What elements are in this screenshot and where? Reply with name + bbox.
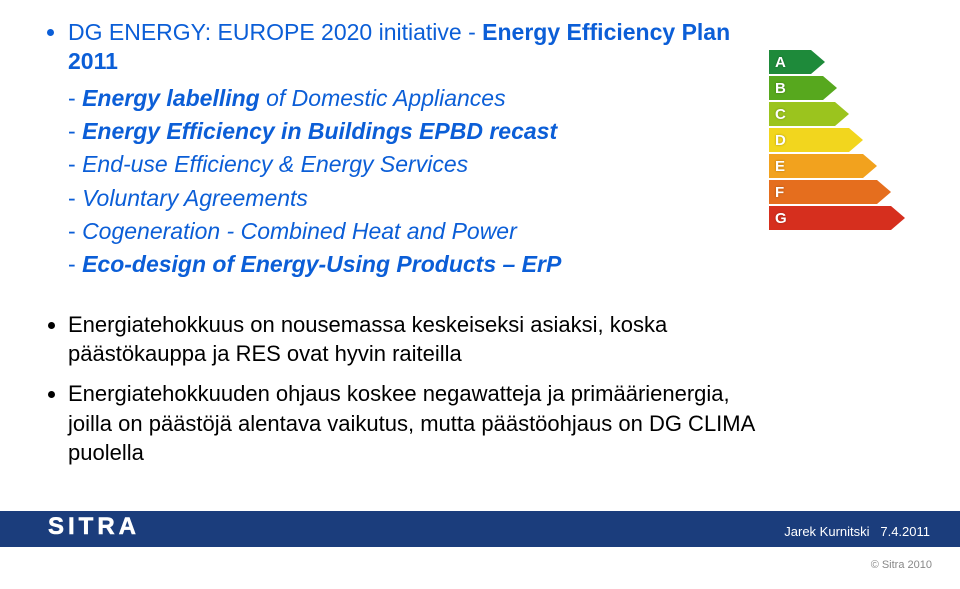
logo-svg: SITRA SITRA bbox=[48, 512, 198, 540]
energy-arrow-letter: A bbox=[775, 54, 786, 71]
main-bullet: DG ENERGY: EUROPE 2020 initiative - Ener… bbox=[68, 18, 770, 282]
energy-arrow: D bbox=[769, 128, 863, 152]
energy-arrow-row: B bbox=[769, 76, 905, 100]
sub-bullet: Voluntary Agreements bbox=[68, 182, 770, 215]
copyright-text: © Sitra 2010 bbox=[871, 559, 932, 571]
energy-arrow: G bbox=[769, 206, 905, 230]
energy-arrow-body bbox=[769, 206, 891, 230]
energy-arrow-letter: C bbox=[775, 106, 786, 123]
content-area: DG ENERGY: EUROPE 2020 initiative - Ener… bbox=[50, 18, 770, 478]
energy-arrow: E bbox=[769, 154, 877, 178]
footer-date: 7.4.2011 bbox=[880, 524, 930, 539]
sub-bullet: Energy labelling of Domestic Appliances bbox=[68, 82, 770, 115]
energy-arrow-row: F bbox=[769, 180, 905, 204]
sub-bullet: Energy Efficiency in Buildings EPBD reca… bbox=[68, 115, 770, 148]
energy-arrow-letter: G bbox=[775, 210, 787, 227]
top-bullet-list: DG ENERGY: EUROPE 2020 initiative - Ener… bbox=[68, 18, 770, 282]
energy-arrow-letter: E bbox=[775, 158, 785, 175]
energy-arrow: F bbox=[769, 180, 891, 204]
energy-arrow-body bbox=[769, 180, 877, 204]
energy-arrow: B bbox=[769, 76, 837, 100]
sub-bullet: Cogeneration - Combined Heat and Power bbox=[68, 215, 770, 248]
sub-bullet: End-use Efficiency & Energy Services bbox=[68, 148, 770, 181]
sub-bullet-list: Energy labelling of Domestic AppliancesE… bbox=[68, 82, 770, 282]
energy-arrow-row: G bbox=[769, 206, 905, 230]
energy-arrow-row: E bbox=[769, 154, 905, 178]
footer-author: Jarek Kurnitski bbox=[784, 524, 869, 539]
energy-arrow-row: C bbox=[769, 102, 905, 126]
energy-arrow-head bbox=[811, 50, 825, 74]
energy-arrow-letter: B bbox=[775, 80, 786, 97]
energy-arrow-head bbox=[863, 154, 877, 178]
energy-arrow: A bbox=[769, 50, 825, 74]
sub-bullet-text: Voluntary Agreements bbox=[82, 185, 308, 211]
sitra-logo: SITRA SITRA bbox=[48, 512, 198, 545]
sub-bullet-bold: Eco-design of Energy-Using Products – Er… bbox=[82, 251, 561, 277]
energy-arrow-letter: D bbox=[775, 132, 786, 149]
main-bullet-title-prefix: DG ENERGY: EUROPE 2020 initiative - bbox=[68, 19, 482, 45]
body-bullet: Energiatehokkuus on nousemassa keskeisek… bbox=[68, 310, 770, 369]
footer-text: Jarek Kurnitski 7.4.2011 bbox=[784, 524, 930, 539]
sub-bullet-bold: Energy Efficiency in Buildings EPBD reca… bbox=[82, 118, 557, 144]
sub-bullet-text: Cogeneration - Combined Heat and Power bbox=[82, 218, 517, 244]
svg-text:SITRA: SITRA bbox=[48, 513, 140, 540]
energy-arrow-head bbox=[877, 180, 891, 204]
energy-arrow-row: D bbox=[769, 128, 905, 152]
energy-arrow-head bbox=[835, 102, 849, 126]
energy-arrow-letter: F bbox=[775, 184, 784, 201]
sub-bullet-rest: of Domestic Appliances bbox=[260, 85, 506, 111]
energy-arrow: C bbox=[769, 102, 849, 126]
energy-arrow-head bbox=[823, 76, 837, 100]
energy-label-graphic: ABCDEFG bbox=[769, 50, 905, 232]
energy-arrow-head bbox=[849, 128, 863, 152]
sub-bullet-bold: Energy labelling bbox=[82, 85, 260, 111]
body-bullet-list: Energiatehokkuus on nousemassa keskeisek… bbox=[68, 310, 770, 468]
slide: DG ENERGY: EUROPE 2020 initiative - Ener… bbox=[0, 0, 960, 589]
sub-bullet: Eco-design of Energy-Using Products – Er… bbox=[68, 248, 770, 281]
body-bullet: Energiatehokkuuden ohjaus koskee negawat… bbox=[68, 379, 770, 468]
sub-bullet-text: End-use Efficiency & Energy Services bbox=[82, 151, 468, 177]
energy-arrow-head bbox=[891, 206, 905, 230]
energy-arrow-row: A bbox=[769, 50, 905, 74]
